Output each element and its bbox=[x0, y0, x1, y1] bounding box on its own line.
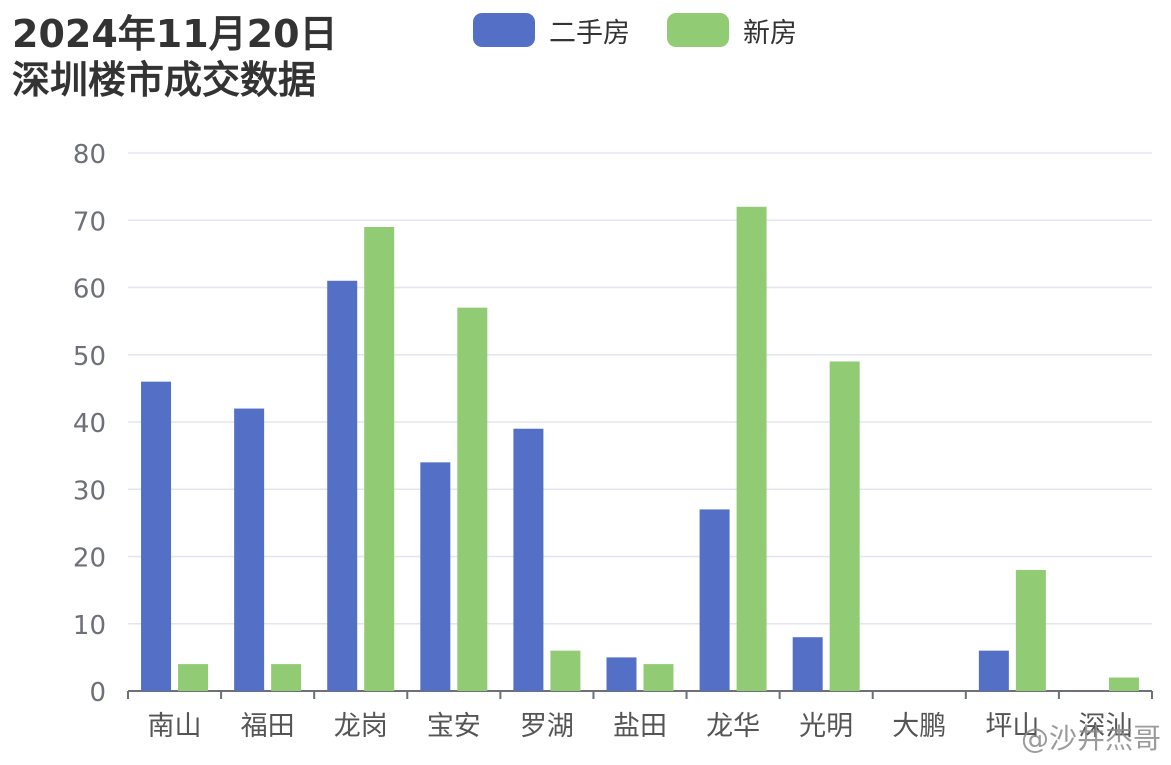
bar-resale-9 bbox=[978, 650, 1009, 691]
x-tick-label-3: 宝安 bbox=[427, 711, 481, 742]
y-tick-label-20: 20 bbox=[73, 544, 106, 574]
x-tick-label-9: 坪山 bbox=[985, 711, 1039, 742]
bar-resale-2 bbox=[327, 280, 358, 691]
bar-resale-6 bbox=[699, 509, 730, 691]
bar-resale-0 bbox=[141, 381, 172, 691]
bar-new-1 bbox=[271, 664, 302, 691]
x-tick-label-6: 龙华 bbox=[706, 711, 760, 742]
bar-resale-1 bbox=[234, 408, 265, 691]
chart-title-line1: 2024年11月20日 bbox=[12, 12, 338, 56]
legend-swatch-new bbox=[667, 13, 729, 47]
bar-resale-5 bbox=[606, 657, 637, 691]
bar-resale-7 bbox=[792, 637, 823, 691]
y-tick-label-0: 0 bbox=[89, 678, 106, 708]
x-tick-label-8: 大鹏 bbox=[892, 711, 946, 742]
x-tick-label-4: 罗湖 bbox=[520, 711, 574, 742]
legend-item-new[interactable]: 新房 bbox=[667, 12, 797, 49]
bar-new-3 bbox=[457, 307, 488, 691]
y-tick-label-50: 50 bbox=[73, 342, 106, 372]
bar-new-4 bbox=[550, 650, 581, 691]
y-tick-label-40: 40 bbox=[73, 409, 106, 439]
bar-new-9 bbox=[1015, 569, 1046, 691]
x-tick-label-5: 盐田 bbox=[613, 711, 667, 742]
y-tick-label-80: 80 bbox=[73, 140, 106, 170]
bar-new-0 bbox=[178, 664, 209, 691]
legend-item-resale[interactable]: 二手房 bbox=[473, 12, 630, 49]
y-tick-label-10: 10 bbox=[73, 611, 106, 641]
bar-new-10 bbox=[1108, 677, 1139, 691]
y-tick-label-30: 30 bbox=[73, 476, 106, 506]
bar-new-6 bbox=[736, 206, 767, 692]
x-tick-label-10: 深汕 bbox=[1078, 711, 1132, 742]
x-tick-label-1: 福田 bbox=[241, 711, 295, 742]
x-tick-label-0: 南山 bbox=[148, 711, 202, 742]
x-tick-label-7: 光明 bbox=[799, 711, 853, 742]
bar-resale-4 bbox=[513, 428, 544, 691]
chart-title-line2: 深圳楼市成交数据 bbox=[12, 58, 317, 102]
watermark-text: @沙井杰哥 bbox=[1020, 722, 1161, 755]
y-tick-label-60: 60 bbox=[73, 275, 106, 305]
x-tick-label-2: 龙岗 bbox=[334, 711, 388, 742]
bar-new-5 bbox=[643, 664, 674, 691]
bar-new-7 bbox=[829, 361, 860, 691]
legend-label-resale: 二手房 bbox=[549, 17, 630, 49]
y-tick-label-70: 70 bbox=[73, 207, 106, 237]
bar-new-2 bbox=[364, 226, 395, 691]
legend-swatch-resale bbox=[473, 13, 535, 47]
legend-label-new: 新房 bbox=[743, 17, 797, 49]
bar-resale-3 bbox=[420, 462, 451, 691]
